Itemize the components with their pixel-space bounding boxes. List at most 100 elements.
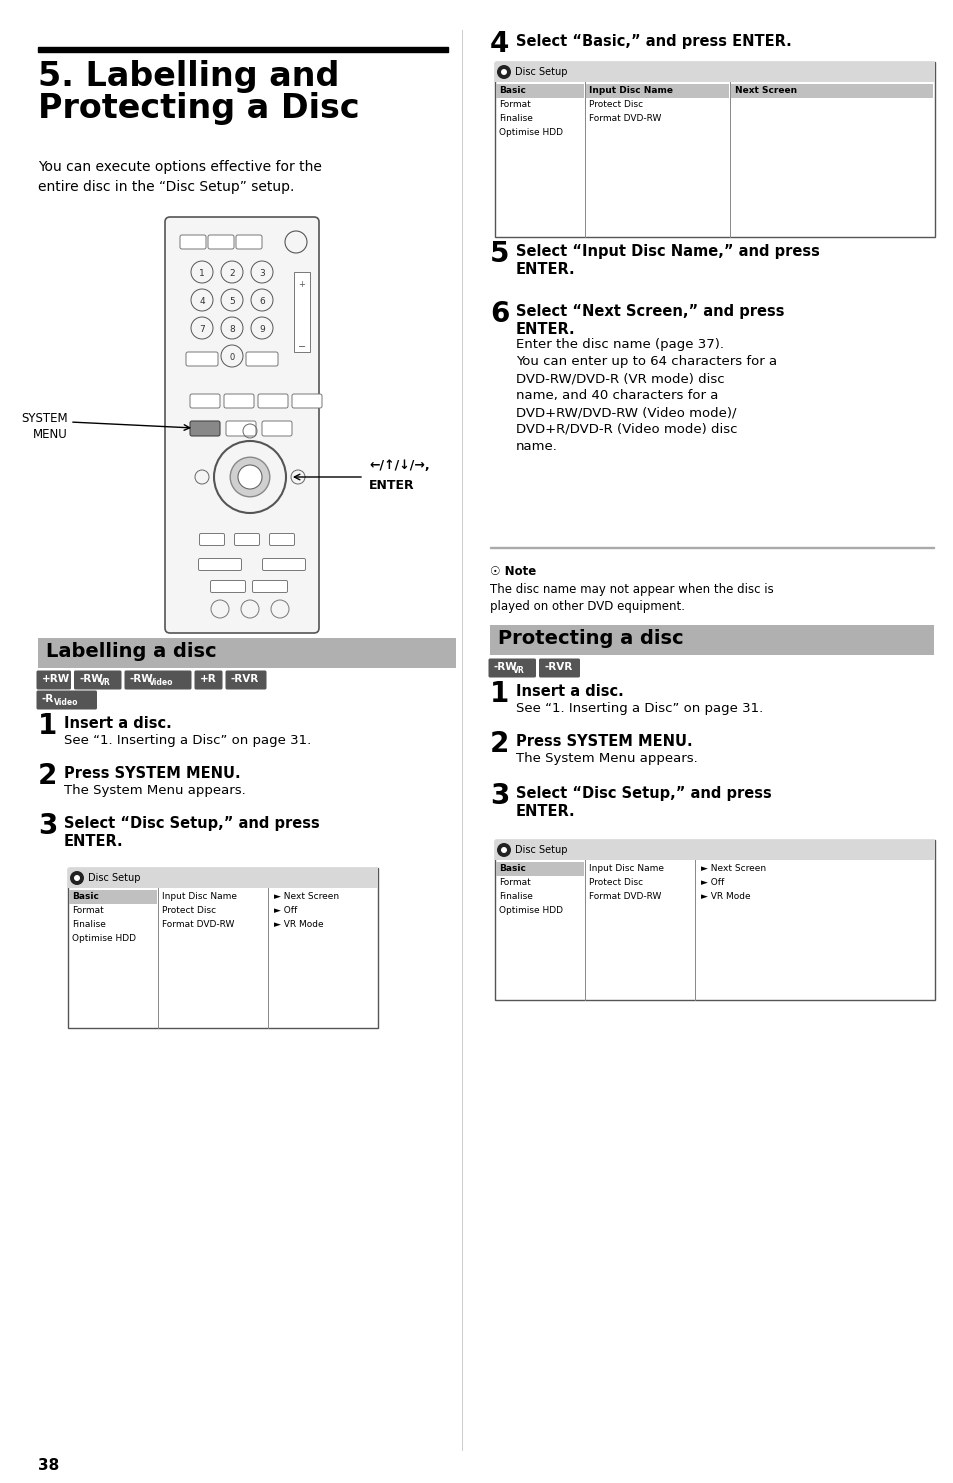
Text: 8: 8 [229,325,234,334]
Text: Finalise: Finalise [71,919,106,928]
Text: Select “Disc Setup,” and press
ENTER.: Select “Disc Setup,” and press ENTER. [64,816,319,848]
FancyBboxPatch shape [36,670,71,690]
Bar [495,839,934,1000]
FancyBboxPatch shape [199,534,224,546]
Text: See “1. Inserting a Disc” on page 31.: See “1. Inserting a Disc” on page 31. [516,701,762,715]
Text: 0: 0 [229,353,234,362]
Bar [68,868,377,888]
Circle shape [70,871,84,885]
Text: +R: +R [200,673,216,684]
Circle shape [497,842,511,857]
Text: Input Disc Name: Input Disc Name [162,891,236,902]
Text: Optimise HDD: Optimise HDD [498,128,562,136]
Text: 5: 5 [229,297,234,305]
Text: Input Disc Name: Input Disc Name [588,865,663,873]
FancyBboxPatch shape [186,351,218,366]
Bar [496,85,583,98]
Text: Input Disc Name: Input Disc Name [588,86,672,95]
Circle shape [237,466,262,489]
Text: Format: Format [71,906,104,915]
Bar [730,85,932,98]
Bar [68,868,377,1028]
Text: Disc Setup: Disc Setup [88,873,140,882]
Text: 1: 1 [38,712,57,740]
Bar [490,624,933,655]
Text: 2: 2 [38,762,57,790]
Text: Protect Disc: Protect Disc [162,906,216,915]
Text: 3: 3 [38,813,57,839]
FancyBboxPatch shape [235,234,262,249]
FancyBboxPatch shape [225,670,266,690]
Text: Basic: Basic [71,891,99,902]
Text: 1: 1 [199,268,205,277]
Circle shape [230,457,270,497]
Text: Finalise: Finalise [498,114,533,123]
FancyBboxPatch shape [208,234,233,249]
Text: Next Screen: Next Screen [734,86,797,95]
Text: Format: Format [498,99,530,108]
Text: Finalise: Finalise [498,891,533,902]
Bar [38,47,448,52]
Text: 6: 6 [490,300,509,328]
Bar [38,638,456,667]
Text: Format DVD-RW: Format DVD-RW [588,891,660,902]
Text: -RVR: -RVR [231,673,259,684]
Text: 2: 2 [490,730,509,758]
FancyBboxPatch shape [269,534,294,546]
Text: The System Menu appears.: The System Menu appears. [516,752,697,765]
Text: Video: Video [54,698,78,707]
FancyBboxPatch shape [224,394,253,408]
Text: Protecting a Disc: Protecting a Disc [38,92,359,125]
FancyBboxPatch shape [262,421,292,436]
Text: -RVR: -RVR [544,661,572,672]
Text: The disc name may not appear when the disc is
played on other DVD equipment.: The disc name may not appear when the di… [490,583,773,612]
FancyBboxPatch shape [125,670,192,690]
FancyBboxPatch shape [211,580,245,593]
Text: Format: Format [498,878,530,887]
Text: Enter the disc name (page 37).
You can enter up to 64 characters for a
DVD-RW/DV: Enter the disc name (page 37). You can e… [516,338,777,452]
Text: Protect Disc: Protect Disc [588,99,642,108]
Text: 38: 38 [38,1458,59,1473]
FancyBboxPatch shape [538,658,579,678]
Text: Insert a disc.: Insert a disc. [516,684,623,698]
Bar [495,839,934,860]
Text: 9: 9 [259,325,265,334]
Text: Labelling a disc: Labelling a disc [46,642,216,661]
Text: 2: 2 [229,268,234,277]
Circle shape [500,70,506,76]
Text: -R: -R [42,694,54,704]
FancyBboxPatch shape [194,670,222,690]
Text: Insert a disc.: Insert a disc. [64,716,172,731]
Circle shape [497,65,511,79]
Text: Basic: Basic [498,86,525,95]
Bar [585,85,728,98]
Text: 3: 3 [490,782,509,810]
Text: ENTER: ENTER [369,479,415,492]
FancyBboxPatch shape [180,234,206,249]
Text: −: − [297,343,306,351]
Text: -RW: -RW [130,673,153,684]
FancyBboxPatch shape [165,217,318,633]
FancyBboxPatch shape [292,394,322,408]
Text: Select “Basic,” and press ENTER.: Select “Basic,” and press ENTER. [516,34,791,49]
Text: 7: 7 [199,325,205,334]
Text: 3: 3 [259,268,265,277]
FancyBboxPatch shape [246,351,277,366]
Text: 6: 6 [259,297,265,305]
Text: Select “Next Screen,” and press
ENTER.: Select “Next Screen,” and press ENTER. [516,304,783,337]
Text: 5. Labelling and: 5. Labelling and [38,59,339,93]
Text: ► Next Screen: ► Next Screen [700,865,765,873]
Text: -RW: -RW [79,673,103,684]
Text: -RW: -RW [494,661,517,672]
Text: +: + [298,280,305,289]
FancyBboxPatch shape [226,421,255,436]
Bar [495,62,934,237]
Text: 4: 4 [199,297,205,305]
FancyBboxPatch shape [253,580,287,593]
Text: Press SYSTEM MENU.: Press SYSTEM MENU. [64,767,240,782]
Text: Press SYSTEM MENU.: Press SYSTEM MENU. [516,734,692,749]
Text: ←/↑/↓/→,: ←/↑/↓/→, [369,460,429,472]
Circle shape [500,847,506,853]
Text: 4: 4 [490,30,509,58]
FancyBboxPatch shape [488,658,536,678]
